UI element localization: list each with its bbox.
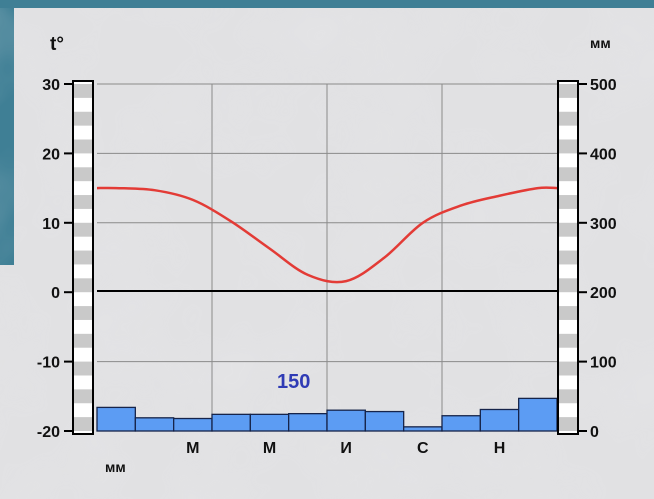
scale-band — [559, 389, 577, 404]
precipitation-bar — [326, 409, 366, 432]
scale-band — [74, 250, 92, 265]
scale-band — [74, 139, 92, 154]
right-tick-label: 100 — [590, 355, 617, 372]
left-tick-label: 30 — [42, 77, 60, 94]
scale-band — [74, 167, 92, 182]
annual-precipitation-label: 150 — [277, 371, 310, 393]
scale-band — [559, 333, 577, 348]
left-scale-bar — [72, 80, 94, 435]
precipitation-bar — [173, 417, 213, 432]
scale-band — [74, 195, 92, 209]
precipitation-bar — [364, 410, 405, 432]
scale-band — [74, 306, 92, 320]
left-axis-title: t° — [50, 34, 64, 55]
scale-band — [559, 111, 577, 126]
scale-band — [74, 417, 92, 431]
scale-band — [74, 389, 92, 404]
scale-band — [559, 250, 577, 265]
scale-band — [559, 195, 577, 209]
precipitation-bar — [211, 413, 251, 432]
scale-band — [74, 278, 92, 293]
month-label: С — [417, 440, 429, 457]
left-tick-label: -10 — [37, 355, 60, 372]
right-tick-label: 200 — [590, 285, 617, 302]
scale-band — [559, 361, 577, 376]
right-tick-label: 500 — [590, 77, 617, 94]
scale-band — [559, 167, 577, 182]
precipitation-bar — [518, 397, 558, 432]
month-label: М — [263, 440, 276, 457]
scale-band — [559, 222, 577, 237]
scale-band — [74, 333, 92, 348]
month-label: И — [340, 440, 352, 457]
precipitation-bar — [134, 417, 175, 432]
scale-band — [559, 139, 577, 154]
left-tick-label: 0 — [51, 285, 60, 302]
precipitation-bar — [288, 412, 328, 432]
precipitation-bar — [479, 408, 520, 432]
precipitation-bar — [441, 415, 481, 432]
left-tick-label: 20 — [42, 146, 60, 163]
scale-band — [559, 84, 577, 98]
right-tick-label: 400 — [590, 146, 617, 163]
scale-band — [74, 84, 92, 98]
right-axis-title: мм — [590, 35, 611, 51]
temperature-line — [96, 186, 558, 284]
right-tick-label: 0 — [590, 424, 599, 441]
scale-band — [74, 222, 92, 237]
scale-band — [559, 417, 577, 431]
right-tick-label: 300 — [590, 216, 617, 233]
month-label: Н — [494, 440, 506, 457]
left-tick-label: 10 — [42, 216, 60, 233]
precipitation-bars — [96, 397, 558, 432]
right-scale-bar — [557, 80, 579, 435]
scale-band — [74, 361, 92, 376]
precipitation-bar — [403, 426, 443, 432]
scale-band — [559, 306, 577, 320]
precipitation-bar — [96, 406, 136, 432]
scale-band — [559, 278, 577, 293]
scale-band — [74, 111, 92, 126]
month-label: М — [186, 440, 199, 457]
precipitation-bar — [249, 413, 290, 432]
bottom-unit-label: мм — [105, 459, 126, 475]
left-tick-label: -20 — [37, 424, 60, 441]
